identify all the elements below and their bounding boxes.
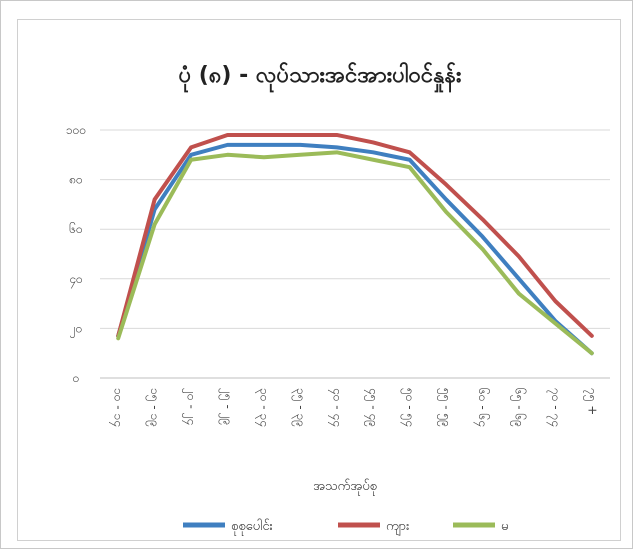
x-tick-label: ၄၅ - ၄၉ bbox=[364, 388, 381, 427]
x-tick-label: ၆၅ - ၆၉ bbox=[509, 388, 527, 427]
labor-force-participation-chart: ပုံ (၈) - လုပ်သားအင်အားပါဝင်နှုန်း၀၂၀၄၀၆… bbox=[66, 61, 610, 536]
x-tick-label: ၃၀ - ၃၄ bbox=[254, 388, 271, 427]
legend-label: မ bbox=[501, 519, 508, 534]
x-tick-label: ၇၅ + bbox=[582, 388, 599, 415]
y-tick-label: ၀ bbox=[73, 371, 80, 385]
x-tick-label: ၆၀ - ၆၄ bbox=[473, 388, 491, 427]
x-tick-label: ၅၅ - ၅၉ bbox=[437, 388, 454, 427]
x-tick-label: ၁၅ - ၁၉ bbox=[145, 388, 162, 427]
y-tick-label: ၁၀၀ bbox=[66, 123, 86, 137]
series-line-3 bbox=[116, 150, 594, 356]
x-tick-label: ၁၀ - ၁၄ bbox=[109, 388, 126, 427]
x-tick-label: ၃၅ - ၃၉ bbox=[291, 388, 308, 427]
x-tick-label: ၄၀ - ၄၄ bbox=[327, 388, 344, 427]
chart-area: ပုံ (၈) - လုပ်သားအင်အားပါဝင်နှုန်း၀၂၀ ၄၀၆… bbox=[17, 19, 621, 541]
series-line-1 bbox=[116, 142, 594, 356]
y-tick-label: ၆၀ bbox=[69, 221, 83, 236]
x-tick-label: ၂၀ - ၂၄ bbox=[182, 388, 199, 425]
x-tick-label: ၇၀ - ၇၄ bbox=[546, 388, 563, 427]
x-tick-label: ၂၅ - ၂၉ bbox=[218, 388, 235, 425]
legend-label: ကျား bbox=[386, 519, 409, 536]
chart-title: ပုံ (၈) - လုပ်သားအင်အားပါဝင်နှုန်း bbox=[179, 61, 462, 93]
y-tick-label: ၄၀ bbox=[69, 272, 83, 289]
x-tick-label: ၅၀ - ၅၄ bbox=[400, 388, 417, 427]
y-tick-label: ၂၀ bbox=[70, 321, 83, 338]
x-axis-title: အသက်အုပ်စု bbox=[313, 478, 377, 496]
series-line-2 bbox=[116, 132, 594, 338]
y-tick-label: ၈၀ bbox=[69, 173, 83, 187]
legend-label: စုစုပေါင်း bbox=[231, 518, 273, 536]
